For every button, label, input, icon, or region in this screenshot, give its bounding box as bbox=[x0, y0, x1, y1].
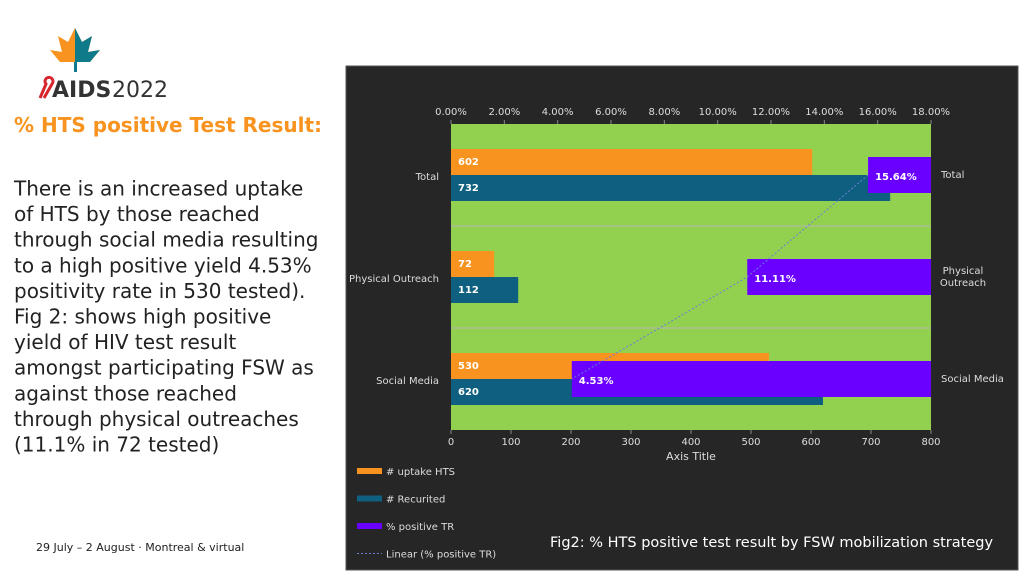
x-tick-label: 0 bbox=[448, 437, 454, 448]
body-line: There is an increased uptake bbox=[13, 177, 303, 201]
category-label: Physical Outreach bbox=[349, 274, 439, 285]
data-label: 72 bbox=[458, 259, 472, 270]
x2-tick-label: 0.00% bbox=[435, 107, 467, 118]
bar bbox=[451, 149, 813, 175]
body-line: yield of HIV test result bbox=[14, 330, 236, 354]
x2-tick-label: 18.00% bbox=[912, 107, 950, 118]
legend-label: # uptake HTS bbox=[386, 467, 455, 478]
x2-tick-label: 14.00% bbox=[805, 107, 843, 118]
x2-tick-label: 12.00% bbox=[752, 107, 790, 118]
ribbon bbox=[38, 75, 55, 99]
category-label: Total bbox=[415, 172, 439, 183]
body-line: through social media resulting bbox=[14, 228, 318, 252]
logo: AIDS 2022 bbox=[38, 28, 168, 103]
body-line: of HTS by those reached bbox=[14, 202, 260, 226]
percent-bar bbox=[747, 259, 931, 295]
legend-swatch bbox=[357, 495, 382, 502]
x-tick-label: 600 bbox=[801, 437, 820, 448]
x-tick-label: 300 bbox=[621, 437, 640, 448]
legend-label: % positive TR bbox=[386, 522, 454, 533]
data-label: 530 bbox=[458, 361, 479, 372]
body-line: to a high positive yield 4.53% bbox=[14, 253, 312, 277]
x2-tick-label: 10.00% bbox=[699, 107, 737, 118]
body-line: Fig 2: shows high positive bbox=[14, 305, 271, 329]
x2-tick-label: 4.00% bbox=[542, 107, 574, 118]
footer: 29 July – 2 August · Montreal & virtual bbox=[36, 541, 244, 554]
x-tick-label: 800 bbox=[921, 437, 940, 448]
logo-leaf-right bbox=[75, 28, 100, 62]
data-label: 11.11% bbox=[754, 274, 796, 285]
x2-tick-label: 2.00% bbox=[488, 107, 520, 118]
x-tick-label: 200 bbox=[561, 437, 580, 448]
x-axis-title: Axis Title bbox=[666, 450, 716, 463]
caption: Fig2: % HTS positive test result by FSW … bbox=[550, 535, 993, 551]
body-line: (11.1% in 72 tested) bbox=[14, 433, 219, 457]
bar bbox=[451, 277, 519, 303]
data-label: 112 bbox=[458, 285, 479, 296]
x-tick-label: 700 bbox=[861, 437, 880, 448]
category-label-right: Social Media bbox=[941, 374, 1004, 385]
x2-tick-label: 6.00% bbox=[595, 107, 627, 118]
data-label: 4.53% bbox=[579, 376, 614, 387]
category-label-right: Total bbox=[940, 170, 964, 181]
percent-bar bbox=[571, 361, 931, 397]
trendline bbox=[571, 174, 869, 380]
body-line: through physical outreaches bbox=[14, 407, 299, 431]
category-label-right: Physical Outreach bbox=[940, 266, 986, 289]
bar bbox=[451, 251, 495, 277]
legend-label: Linear (% positive TR) bbox=[386, 550, 496, 561]
category-label: Social Media bbox=[376, 376, 439, 387]
percent-bar bbox=[868, 157, 931, 193]
x-tick-label: 400 bbox=[681, 437, 700, 448]
heading: % HTS positive Test Result: bbox=[14, 113, 323, 137]
legend-swatch bbox=[357, 468, 382, 474]
x-tick-label: 100 bbox=[501, 437, 520, 448]
body-line: positivity rate in 530 tested). bbox=[14, 279, 305, 303]
data-label: 602 bbox=[458, 157, 479, 168]
logo-year: 2022 bbox=[112, 78, 168, 103]
bar bbox=[451, 175, 891, 201]
data-label: 732 bbox=[458, 183, 479, 194]
legend-swatch bbox=[357, 523, 382, 529]
heading-box: % HTS positive Test Result: bbox=[14, 113, 323, 137]
x-tick-label: 500 bbox=[741, 437, 760, 448]
body-line: amongst participating FSW as bbox=[14, 356, 314, 380]
data-label: 15.64% bbox=[875, 172, 917, 183]
x2-tick-label: 8.00% bbox=[648, 107, 680, 118]
chart: 0 100 200 300 400 500 600 700 800 0.00% 2.00% 4.00%… bbox=[349, 107, 1004, 561]
legend-label: # Recurited bbox=[386, 495, 445, 506]
x2-tick-label: 16.00% bbox=[859, 107, 897, 118]
logo-stem bbox=[74, 62, 77, 72]
data-label: 620 bbox=[458, 387, 479, 398]
logo-name: AIDS bbox=[52, 78, 111, 103]
body-line: against those reached bbox=[14, 381, 237, 405]
